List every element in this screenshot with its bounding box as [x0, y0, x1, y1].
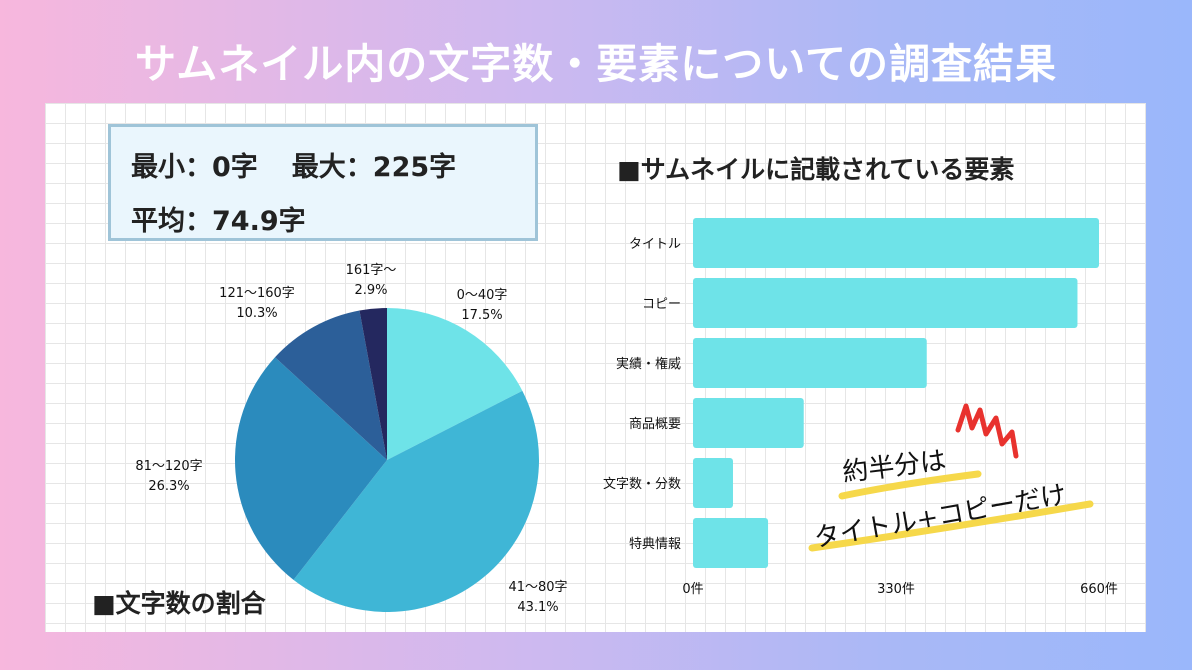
pie-label-2-category: 81〜120字	[135, 459, 203, 474]
page-title: サムネイル内の文字数・要素についての調査結果	[135, 40, 1057, 88]
pie-label-1-category: 41〜80字	[508, 580, 568, 595]
pie-slice-0	[387, 308, 523, 460]
stats-avg: 平均：74.9字	[131, 206, 306, 237]
pie-slice-3	[274, 310, 387, 460]
pie-chart	[234, 308, 539, 612]
pie-slice-1	[293, 390, 539, 612]
pie-label-2-percent: 26.3%	[148, 479, 190, 494]
bar-category-label-1: コピー	[642, 297, 681, 312]
bar-0	[693, 218, 1099, 268]
pie-label-4: 161字〜 2.9%	[346, 261, 397, 301]
x-tick-label-2: 660件	[1080, 582, 1118, 597]
highlight-underline-1	[838, 470, 982, 500]
pie-label-3-category: 121〜160字	[219, 286, 295, 301]
pie-label-3: 121〜160字 10.3%	[219, 284, 295, 324]
bar-5	[693, 518, 769, 568]
pie-label-4-category: 161字〜	[345, 263, 397, 278]
pie-chart-title: ■文字数の割合	[92, 589, 266, 618]
bar-2	[693, 338, 927, 388]
bar-4	[693, 458, 733, 508]
bar-category-label-5: 特典情報	[629, 537, 681, 552]
pie-label-1: 41〜80字 43.1%	[508, 578, 567, 618]
highlight-underline-2	[808, 500, 1094, 552]
pie-label-4-percent: 2.9%	[354, 283, 388, 298]
bar-category-label-2: 実績・権威	[616, 356, 681, 372]
stats-box: 最小：0字 最大：225字 平均：74.9字	[108, 124, 538, 241]
bar-3	[693, 398, 804, 448]
stats-min: 最小：0字	[131, 152, 258, 183]
pie-slice-2	[234, 357, 387, 580]
pie-label-2: 81〜120字 26.3%	[135, 457, 202, 497]
bar-chart-title: ■サムネイルに記載されている要素	[617, 155, 1015, 184]
x-tick-label-0: 0件	[682, 582, 703, 597]
pie-slice-4	[359, 308, 387, 460]
pie-label-0-percent: 17.5%	[461, 308, 503, 323]
pie-label-0-category: 0〜40字	[456, 288, 508, 303]
pie-label-0: 0〜40字 17.5%	[457, 286, 508, 326]
bar-category-label-4: 文字数・分数	[603, 477, 681, 492]
stats-max: 最大：225字	[291, 152, 457, 183]
x-tick-label-1: 330件	[877, 582, 915, 597]
red-squiggle-icon	[955, 403, 1019, 459]
bar-1	[693, 278, 1078, 328]
bar-category-label-3: 商品概要	[629, 417, 681, 432]
bar-category-label-0: タイトル	[629, 237, 681, 252]
stats-row-minmax: 最小：0字 最大：225字	[131, 141, 515, 195]
pie-label-1-percent: 43.1%	[517, 600, 559, 615]
pie-label-3-percent: 10.3%	[236, 306, 278, 321]
